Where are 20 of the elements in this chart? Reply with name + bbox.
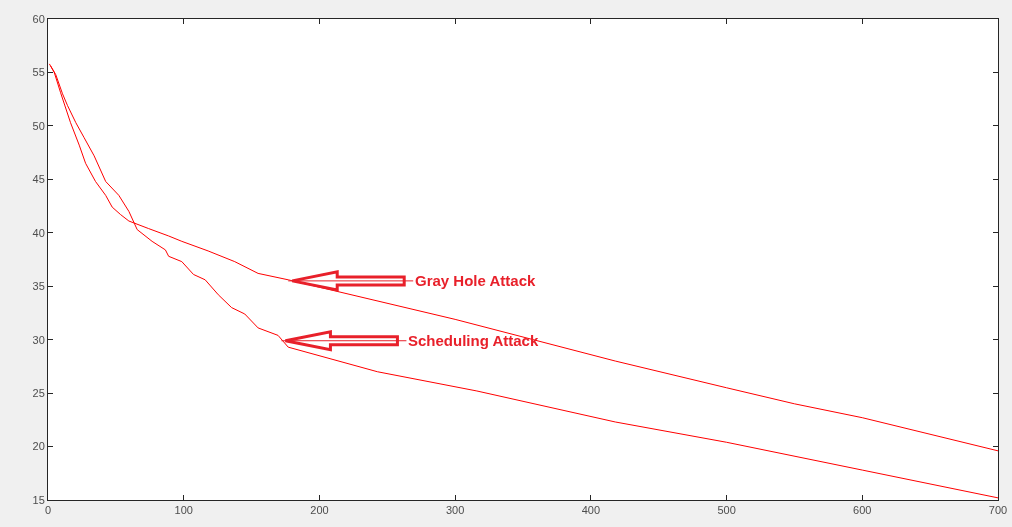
x-tick-label: 500 <box>717 504 736 517</box>
x-tick-label: 200 <box>310 504 329 517</box>
x-tick-label: 600 <box>853 504 872 517</box>
y-tick-label: 45 <box>32 173 45 186</box>
y-tick-label: 30 <box>32 333 45 346</box>
y-tick-label: 55 <box>32 66 45 79</box>
y-tick-label: 35 <box>32 280 45 293</box>
y-tick-label: 40 <box>32 226 45 239</box>
y-tick-label: 20 <box>32 440 45 453</box>
y-tick-label: 15 <box>32 493 45 506</box>
annotation: Gray Hole Attack <box>415 272 536 289</box>
x-tick-label: 300 <box>445 504 465 517</box>
y-tick-label: 50 <box>32 119 45 132</box>
annotation: Scheduling Attack <box>408 332 539 349</box>
x-tick-label: 0 <box>44 504 52 517</box>
y-tick-label: 60 <box>32 12 45 25</box>
x-tick-label: 400 <box>581 504 601 517</box>
x-tick-label: 100 <box>174 504 193 517</box>
x-tick-label: 700 <box>988 504 1008 517</box>
y-tick-label: 25 <box>32 386 45 399</box>
